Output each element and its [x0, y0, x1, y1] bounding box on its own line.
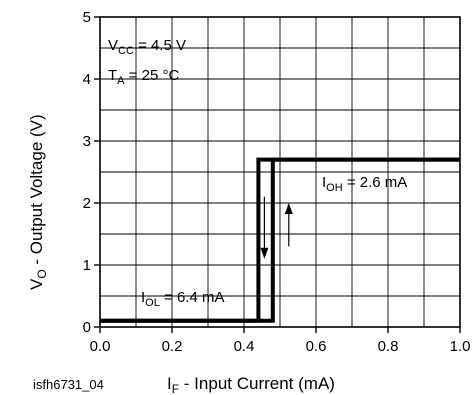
y-tick-label: 5: [83, 9, 91, 26]
tick-labels: 0.0 0.2 0.4 0.6 0.8 1.0 0 1 2 3 4 5: [83, 9, 471, 355]
grid: [100, 17, 460, 327]
series-line-decreasing: [100, 157, 460, 323]
y-axis-label: VO - Output Voltage (V): [27, 114, 49, 290]
iol-rest: = 6.4 mA: [160, 289, 225, 306]
ta-sub: A: [117, 75, 125, 87]
y-tick-label: 3: [83, 133, 91, 150]
y-axis-label-sub: O: [35, 269, 49, 278]
y-tick-label: 4: [83, 71, 91, 88]
y-axis-label-main: V: [27, 278, 46, 290]
series-group: [100, 157, 460, 323]
x-axis-label-main: I: [167, 374, 172, 393]
x-tick-label: 0.6: [306, 338, 327, 355]
ioh-main: I: [322, 174, 326, 191]
x-tick-label: 0.8: [378, 338, 399, 355]
y-axis-label-rest: - Output Voltage (V): [27, 114, 46, 269]
iol-sub: OL: [145, 297, 160, 309]
x-tick-label: 0.2: [162, 338, 183, 355]
arrows: [260, 196, 293, 259]
ta-rest: = 25 °C: [125, 67, 180, 84]
x-axis-label: IF - Input Current (mA): [167, 374, 335, 395]
x-axis-label-sub: F: [172, 382, 179, 395]
figure-id: isfh6731_04: [33, 377, 104, 392]
ta-main: T: [108, 67, 117, 84]
ioh-rest: = 2.6 mA: [343, 174, 408, 191]
iol-main: I: [141, 289, 145, 306]
iol-annotation: IOL = 6.4 mA: [141, 289, 224, 309]
x-tick-label: 0.4: [234, 338, 255, 355]
vcc-annotation: VCC = 4.5 V: [108, 37, 186, 57]
vcc-sub: CC: [118, 45, 134, 57]
arrow-down: [260, 247, 269, 259]
x-axis-label-rest: - Input Current (mA): [179, 374, 335, 393]
y-tick-label: 2: [83, 195, 91, 212]
arrow-up: [284, 203, 293, 214]
x-tick-label: 0.0: [90, 338, 111, 355]
ta-annotation: TA = 25 °C: [108, 67, 179, 87]
plot-frame: [99, 16, 461, 328]
ticks: [94, 16, 461, 333]
y-tick-label: 1: [83, 257, 91, 274]
y-tick-label: 0: [83, 319, 91, 336]
ioh-annotation: IOH = 2.6 mA: [322, 174, 407, 194]
x-tick-label: 1.0: [450, 338, 471, 355]
ioh-sub: OH: [326, 182, 343, 194]
vcc-main: V: [108, 37, 118, 54]
vcc-rest: = 4.5 V: [134, 37, 186, 54]
